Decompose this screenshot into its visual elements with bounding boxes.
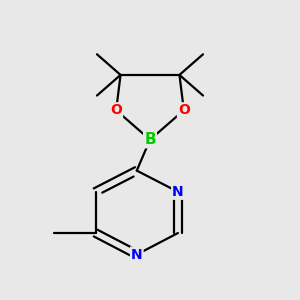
- Text: N: N: [172, 185, 184, 199]
- Text: O: O: [178, 103, 190, 117]
- Text: N: N: [131, 248, 142, 262]
- Text: B: B: [144, 132, 156, 147]
- Text: O: O: [110, 103, 122, 117]
